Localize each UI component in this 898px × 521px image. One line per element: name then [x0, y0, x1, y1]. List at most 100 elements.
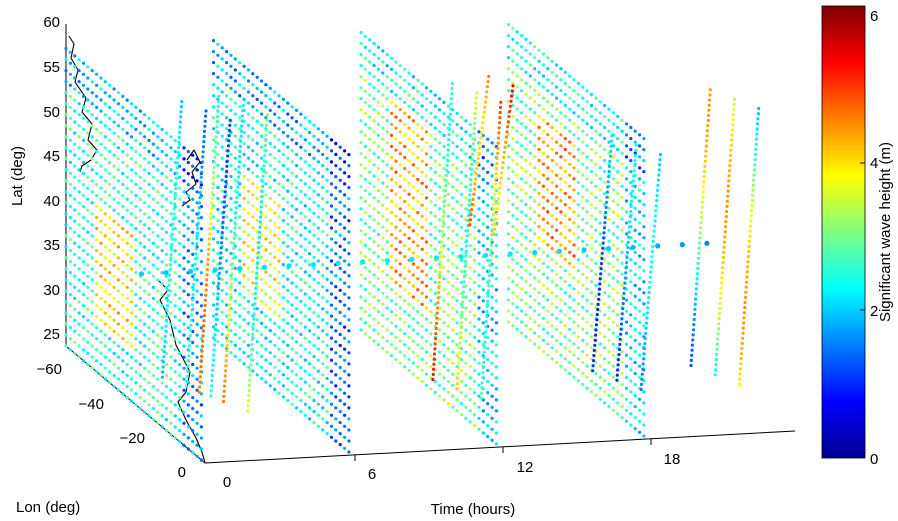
- grid-point: [216, 75, 220, 79]
- grid-point: [638, 155, 642, 159]
- grid-point: [563, 103, 567, 107]
- track-point: [237, 165, 241, 169]
- track-point: [465, 239, 469, 243]
- grid-point: [624, 320, 629, 324]
- grid-point: [629, 423, 633, 427]
- grid-point: [433, 269, 437, 273]
- track-point: [178, 120, 182, 124]
- grid-point: [481, 409, 485, 413]
- grid-point: [603, 324, 607, 328]
- grid-point: [533, 221, 537, 225]
- track-point: [225, 348, 229, 353]
- grid-point: [178, 307, 182, 311]
- grid-point: [156, 245, 160, 249]
- grid-point: [138, 406, 142, 411]
- track-point: [695, 277, 699, 281]
- grid-point: [515, 316, 519, 320]
- grid-point: [537, 158, 541, 163]
- grid-point: [451, 317, 455, 321]
- grid-point: [86, 186, 90, 190]
- grid-point: [233, 101, 237, 105]
- grid-point: [598, 397, 602, 401]
- grid-point: [121, 238, 125, 242]
- grid-point: [81, 193, 86, 198]
- grid-point: [589, 258, 594, 262]
- grid-point: [598, 122, 602, 126]
- grid-point: [260, 167, 264, 171]
- track-point: [251, 332, 255, 336]
- grid-point: [481, 244, 485, 248]
- track-point: [443, 199, 447, 203]
- grid-point: [537, 59, 541, 63]
- grid-point: [572, 375, 576, 379]
- grid-point: [273, 233, 277, 237]
- grid-point: [638, 243, 642, 247]
- grid-point: [321, 252, 325, 256]
- grid-point: [585, 243, 589, 247]
- grid-point: [533, 320, 537, 324]
- grid-point: [151, 164, 155, 168]
- grid-point: [199, 260, 203, 264]
- grid-point: [116, 146, 120, 150]
- track-point: [741, 331, 745, 335]
- grid-point: [550, 258, 554, 262]
- grid-point: [372, 262, 376, 266]
- track-point: [178, 130, 182, 134]
- grid-point: [191, 241, 195, 245]
- grid-point: [260, 343, 264, 347]
- grid-point: [398, 317, 402, 321]
- track-point: [721, 261, 725, 265]
- grid-point: [81, 293, 86, 297]
- grid-point: [541, 162, 546, 166]
- grid-point: [86, 351, 90, 355]
- grid-point: [511, 125, 515, 129]
- grid-point: [477, 427, 481, 431]
- grid-point: [359, 42, 363, 46]
- grid-point: [403, 199, 407, 204]
- grid-point: [238, 259, 242, 263]
- track-point: [481, 366, 485, 370]
- grid-point: [416, 244, 420, 248]
- track-point: [445, 168, 449, 172]
- track-point: [162, 355, 166, 359]
- grid-point: [343, 160, 347, 164]
- grid-point: [481, 144, 485, 149]
- track-point: [265, 118, 269, 122]
- track-point: [708, 88, 712, 92]
- grid-point: [407, 302, 411, 306]
- grid-point: [541, 118, 546, 122]
- grid-point: [238, 281, 242, 285]
- track-point: [167, 283, 171, 287]
- track-point: [225, 354, 229, 358]
- grid-point: [464, 372, 468, 376]
- grid-point: [64, 113, 68, 117]
- grid-point: [95, 72, 99, 76]
- grid-point: [281, 196, 285, 201]
- grid-point: [524, 324, 528, 328]
- grid-point: [143, 388, 147, 392]
- grid-point: [568, 239, 572, 243]
- grid-point: [312, 277, 316, 281]
- grid-point: [229, 185, 233, 190]
- grid-point: [112, 219, 116, 223]
- grid-point: [611, 364, 616, 368]
- track-point: [219, 246, 223, 250]
- grid-point: [603, 103, 607, 108]
- grid-point: [494, 255, 498, 259]
- track-point: [165, 309, 169, 313]
- grid-point: [533, 177, 537, 181]
- grid-point: [576, 203, 581, 207]
- grid-point: [438, 350, 442, 354]
- grid-point: [455, 310, 459, 314]
- grid-point: [95, 127, 99, 131]
- grid-point: [138, 263, 142, 267]
- grid-point: [316, 226, 320, 230]
- grid-point: [420, 280, 424, 284]
- grid-point: [103, 201, 107, 205]
- grid-point: [191, 164, 195, 168]
- grid-point: [528, 217, 532, 221]
- grid-point: [533, 287, 537, 291]
- grid-point: [403, 266, 407, 270]
- buoy-point: [261, 264, 267, 270]
- track-point: [228, 118, 232, 122]
